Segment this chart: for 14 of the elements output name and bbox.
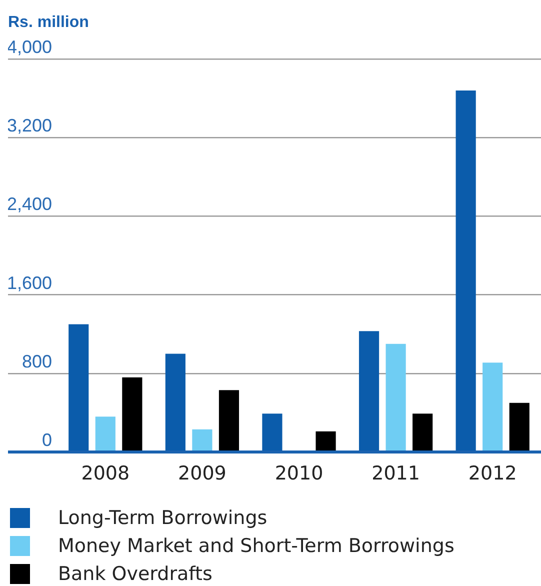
- x-tick-label: 2012: [468, 462, 517, 484]
- y-axis-title: Rs. million: [8, 14, 89, 31]
- y-tick-label: 0: [42, 430, 52, 450]
- x-tick-label: 2008: [81, 462, 130, 484]
- y-tick-label: 2,400: [6, 194, 52, 214]
- legend-label: Money Market and Short-Term Borrowings: [58, 535, 454, 557]
- legend-label: Bank Overdrafts: [58, 563, 212, 585]
- legend-label: Long-Term Borrowings: [58, 507, 268, 529]
- x-tick-label: 2011: [372, 462, 420, 484]
- y-tick-label: 1,600: [6, 272, 52, 293]
- x-tick-label: 2010: [274, 462, 324, 484]
- y-tick-label: 800: [22, 351, 52, 372]
- x-tick-label: 2009: [178, 462, 226, 484]
- y-tick-label: 3,200: [6, 116, 52, 136]
